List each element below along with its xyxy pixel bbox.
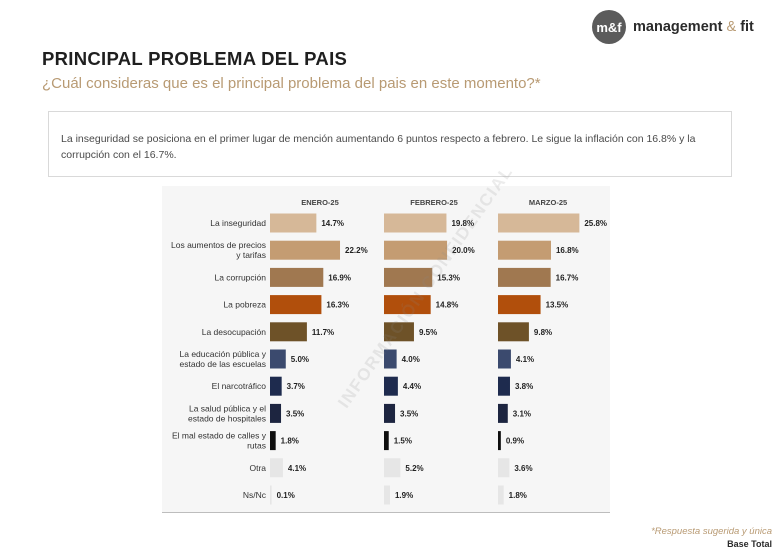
bar (384, 295, 431, 315)
data-label: 3.5% (286, 409, 304, 418)
bar (498, 376, 510, 396)
data-label: 5.0% (291, 355, 309, 364)
logo-name: management (633, 19, 723, 35)
summary-box: La inseguridad se posiciona en el primer… (48, 111, 732, 177)
logo-amp: & (726, 19, 737, 35)
category-label: Ns/Nc (243, 490, 267, 500)
bar (498, 240, 551, 260)
data-label: 3.5% (400, 409, 418, 418)
survey-question: ¿Cuál consideras que es el principal pro… (42, 75, 541, 92)
data-label: 1.8% (281, 437, 299, 446)
data-label: 13.5% (546, 301, 569, 310)
bar (384, 403, 396, 423)
data-label: 9.8% (534, 328, 552, 337)
category-label: El mal estado de calles y (172, 431, 267, 441)
bar (270, 485, 272, 505)
bar (270, 213, 317, 233)
chart-background (162, 186, 610, 512)
bar (498, 349, 511, 369)
bar (384, 240, 448, 260)
category-label: La corrupción (214, 272, 266, 282)
data-label: 16.3% (326, 301, 349, 310)
data-label: 3.8% (515, 382, 533, 391)
data-label: 4.1% (516, 355, 534, 364)
category-label: La educación pública y (180, 349, 267, 359)
bar (384, 485, 390, 505)
category-label: La salud pública y el (189, 403, 266, 413)
bar (270, 376, 282, 396)
data-label: 16.8% (556, 246, 579, 255)
category-label: rutas (247, 441, 266, 451)
bar (270, 349, 286, 369)
logo-badge: m&f (592, 10, 626, 44)
data-label: 4.1% (288, 464, 306, 473)
data-label: 25.8% (584, 219, 607, 228)
data-label: 3.6% (514, 464, 532, 473)
category-label: La desocupación (202, 327, 267, 337)
bar (270, 403, 282, 423)
category-label: La inseguridad (210, 218, 266, 228)
data-label: 22.2% (345, 246, 368, 255)
category-label: Otra (249, 463, 266, 473)
bar (384, 349, 397, 369)
bar (498, 458, 510, 478)
logo-wordmark: management & fit (633, 19, 754, 35)
footnote: *Respuesta sugerida y única (651, 526, 772, 537)
data-label: 14.7% (321, 219, 344, 228)
bar (384, 431, 389, 451)
chart-bottom-rule (162, 512, 610, 513)
bar (498, 322, 529, 342)
data-label: 19.8% (451, 219, 474, 228)
bar (270, 431, 276, 451)
category-label: estado de hospitales (188, 413, 266, 423)
page-title: PRINCIPAL PROBLEMA DEL PAIS (42, 48, 348, 69)
bar (270, 240, 341, 260)
data-label: 3.1% (513, 409, 531, 418)
data-label: 1.5% (394, 437, 412, 446)
data-label: 4.4% (403, 382, 421, 391)
data-label: 15.3% (437, 273, 460, 282)
bar (270, 458, 283, 478)
column-header-2: FEBRERO-25 (410, 198, 458, 207)
bar (498, 267, 551, 287)
bar (384, 322, 414, 342)
bar (270, 267, 324, 287)
data-label: 16.7% (556, 273, 579, 282)
column-header-1: ENERO-25 (301, 198, 339, 207)
brand-logo: m&f management & fit (592, 10, 754, 44)
category-label: El narcotráfico (212, 381, 267, 391)
logo-suffix: fit (740, 19, 754, 35)
bar (270, 322, 307, 342)
data-label: 5.2% (405, 464, 423, 473)
category-label: Los aumentos de precios (171, 240, 266, 250)
data-label: 0.1% (277, 491, 295, 500)
category-label: La pobreza (223, 300, 266, 310)
data-label: 4.0% (402, 355, 420, 364)
category-label: estado de las escuelas (180, 359, 266, 369)
data-label: 1.9% (395, 491, 413, 500)
bar (498, 213, 580, 233)
bar (498, 485, 504, 505)
bar (384, 267, 433, 287)
data-label: 16.9% (328, 273, 351, 282)
category-label: y tarifas (236, 250, 266, 260)
data-label: 9.5% (419, 328, 437, 337)
base-label: Base Total (727, 539, 772, 549)
data-label: 1.8% (509, 491, 527, 500)
bar (498, 431, 501, 451)
column-header-3: MARZO-25 (529, 198, 567, 207)
bar (384, 376, 398, 396)
bar (498, 295, 541, 315)
bar (384, 458, 401, 478)
data-label: 14.8% (436, 301, 459, 310)
bar (270, 295, 322, 315)
bar (498, 403, 508, 423)
data-label: 20.0% (452, 246, 475, 255)
bar (384, 213, 447, 233)
data-label: 11.7% (312, 328, 334, 337)
data-label: 3.7% (287, 382, 305, 391)
data-label: 0.9% (506, 437, 524, 446)
